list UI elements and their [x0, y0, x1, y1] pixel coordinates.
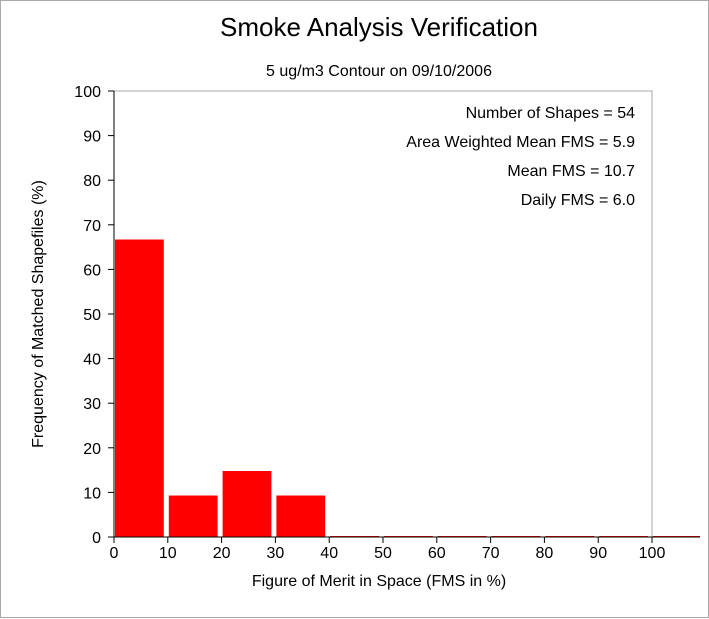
x-tick-label: 90	[589, 545, 607, 562]
x-axis-ticks: 0 10 20 30 40 50 60 70 80 90 100	[110, 537, 666, 562]
stats-annotations: Number of Shapes = 54 Area Weighted Mean…	[406, 105, 635, 209]
x-tick-label: 20	[213, 545, 231, 562]
plot-area	[113, 90, 653, 538]
x-tick-label: 40	[320, 545, 338, 562]
y-tick-label: 80	[83, 173, 101, 190]
stat-line: Area Weighted Mean FMS = 5.9	[406, 134, 635, 151]
y-tick-label: 30	[83, 396, 101, 413]
y-tick-label: 10	[83, 485, 101, 502]
x-tick-label: 30	[267, 545, 285, 562]
histogram-bar	[222, 470, 272, 537]
histogram-bar	[115, 239, 164, 537]
y-tick-label: 100	[74, 84, 101, 101]
y-tick-label: 90	[83, 129, 101, 146]
x-tick-label: 100	[639, 545, 666, 562]
y-tick-label: 0	[92, 530, 101, 547]
x-tick-label: 50	[374, 545, 392, 562]
x-tick-label: 10	[159, 545, 177, 562]
chart-subtitle: 5 ug/m3 Contour on 09/10/2006	[266, 63, 492, 80]
y-tick-label: 70	[83, 218, 101, 235]
y-axis-ticks: 0 10 20 30 40 50 60 70 80 90 100	[74, 84, 114, 547]
x-tick-label: 70	[482, 545, 500, 562]
stat-line: Daily FMS = 6.0	[521, 192, 635, 209]
y-tick-label: 40	[83, 352, 101, 369]
y-tick-label: 20	[83, 441, 101, 458]
y-tick-label: 60	[83, 262, 101, 279]
chart-title: Smoke Analysis Verification	[220, 12, 538, 42]
stat-line: Number of Shapes = 54	[466, 105, 636, 122]
y-tick-label: 50	[83, 307, 101, 324]
histogram-bar	[276, 495, 326, 537]
x-axis-label: Figure of Merit in Space (FMS in %)	[252, 573, 506, 590]
x-tick-label: 60	[428, 545, 446, 562]
stat-line: Mean FMS = 10.7	[507, 163, 635, 180]
x-tick-label: 0	[110, 545, 119, 562]
histogram-bar	[168, 495, 218, 537]
x-tick-label: 80	[536, 545, 554, 562]
y-axis-label: Frequency of Matched Shapefiles (%)	[30, 180, 47, 448]
